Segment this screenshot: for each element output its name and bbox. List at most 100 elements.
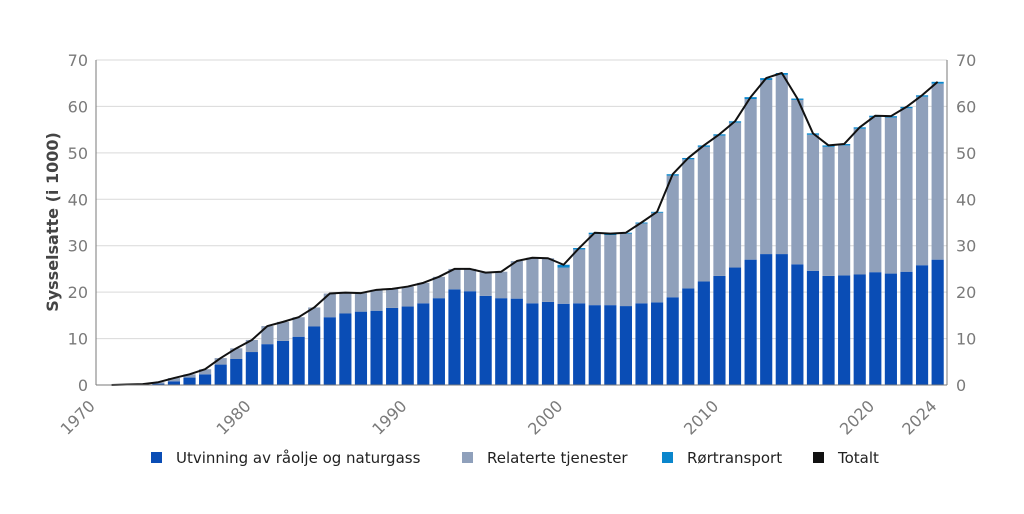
bar-relaterte-tjenester bbox=[511, 261, 523, 299]
legend-swatch bbox=[151, 452, 162, 463]
bar-relaterte-tjenester bbox=[698, 147, 710, 282]
bar-utvinning bbox=[635, 303, 647, 385]
bar-relaterte-tjenester bbox=[791, 100, 803, 264]
bar-relaterte-tjenester bbox=[495, 272, 507, 298]
bar-utvinning bbox=[651, 302, 663, 385]
bar-utvinning bbox=[308, 327, 320, 386]
bar-utvinning bbox=[573, 303, 585, 385]
bar-utvinning bbox=[776, 254, 788, 385]
legend-swatch bbox=[462, 452, 473, 463]
y-axis-title: Sysselsatte (i 1000) bbox=[43, 132, 62, 312]
y-tick-label-right: 50 bbox=[956, 144, 976, 163]
bar-utvinning bbox=[168, 381, 180, 385]
bar-utvinning bbox=[838, 275, 850, 385]
bar-relaterte-tjenester bbox=[760, 80, 772, 254]
bar-relaterte-tjenester bbox=[464, 269, 476, 291]
bar-relaterte-tjenester bbox=[667, 176, 679, 298]
bar-relaterte-tjenester bbox=[822, 147, 834, 276]
bar-utvinning bbox=[324, 317, 336, 385]
bar-utvinning bbox=[246, 352, 258, 385]
bar-utvinning bbox=[822, 276, 834, 385]
x-tick-label: 1970 bbox=[57, 396, 99, 438]
legend-label: Utvinning av råolje og naturgass bbox=[176, 449, 421, 467]
bar-relaterte-tjenester bbox=[682, 159, 694, 288]
y-tick-label-right: 10 bbox=[956, 330, 976, 349]
bar-relaterte-tjenester bbox=[293, 317, 305, 337]
bar-utvinning bbox=[885, 274, 897, 385]
y-tick-label-left: 20 bbox=[68, 283, 88, 302]
bar-relaterte-tjenester bbox=[402, 287, 414, 307]
bar-relaterte-tjenester bbox=[386, 289, 398, 308]
y-tick-label-right: 60 bbox=[956, 97, 976, 116]
bar-utvinning bbox=[900, 272, 912, 385]
bar-relaterte-tjenester bbox=[370, 290, 382, 311]
bar-relaterte-tjenester bbox=[776, 75, 788, 254]
bar-utvinning bbox=[698, 281, 710, 385]
bar-utvinning bbox=[869, 272, 881, 385]
legend-swatch bbox=[813, 452, 824, 463]
bar-utvinning bbox=[620, 306, 632, 385]
bar-relaterte-tjenester bbox=[604, 235, 616, 305]
bar-utvinning bbox=[183, 378, 195, 385]
bar-relaterte-tjenester bbox=[635, 223, 647, 303]
x-tick-label: 1990 bbox=[368, 396, 410, 438]
bar-utvinning bbox=[433, 298, 445, 385]
bar-utvinning bbox=[932, 260, 944, 385]
bar-utvinning bbox=[604, 305, 616, 385]
bar-utvinning bbox=[729, 268, 741, 385]
legend-swatch bbox=[662, 452, 673, 463]
y-tick-label-right: 30 bbox=[956, 237, 976, 256]
bar-utvinning bbox=[480, 296, 492, 385]
y-tick-label-left: 40 bbox=[68, 190, 88, 209]
bar-relaterte-tjenester bbox=[854, 129, 866, 275]
bar-utvinning bbox=[448, 289, 460, 385]
x-tick-label: 2010 bbox=[680, 396, 722, 438]
legend-item: Totalt bbox=[813, 449, 879, 467]
bar-relaterte-tjenester bbox=[542, 258, 554, 302]
bar-utvinning bbox=[215, 365, 227, 385]
bar-relaterte-tjenester bbox=[339, 293, 351, 314]
bar-relaterte-tjenester bbox=[589, 234, 601, 305]
bar-relaterte-tjenester bbox=[480, 273, 492, 296]
y-tick-label-left: 50 bbox=[68, 144, 88, 163]
y-tick-label-left: 30 bbox=[68, 237, 88, 256]
bar-utvinning bbox=[386, 308, 398, 385]
bar-utvinning bbox=[916, 265, 928, 385]
bar-relaterte-tjenester bbox=[869, 117, 881, 272]
bar-utvinning bbox=[495, 298, 507, 385]
bar-utvinning bbox=[791, 264, 803, 385]
bar-relaterte-tjenester bbox=[729, 123, 741, 268]
bar-utvinning bbox=[402, 307, 414, 385]
bar-relaterte-tjenester bbox=[807, 135, 819, 271]
bar-utvinning bbox=[199, 374, 211, 385]
bar-relaterte-tjenester bbox=[355, 293, 367, 312]
legend-item: Rørtransport bbox=[662, 449, 782, 467]
bar-utvinning bbox=[526, 303, 538, 385]
bar-relaterte-tjenester bbox=[620, 234, 632, 306]
bar-utvinning bbox=[589, 305, 601, 385]
bar-relaterte-tjenester bbox=[651, 213, 663, 303]
bar-utvinning bbox=[713, 276, 725, 385]
bar-relaterte-tjenester bbox=[713, 136, 725, 276]
bar-relaterte-tjenester bbox=[885, 118, 897, 274]
bar-relaterte-tjenester bbox=[526, 258, 538, 304]
y-tick-label-right: 70 bbox=[956, 51, 976, 70]
legend-item: Relaterte tjenester bbox=[462, 449, 628, 467]
bar-utvinning bbox=[230, 359, 242, 385]
y-tick-label-left: 0 bbox=[78, 376, 88, 395]
y-tick-label-right: 40 bbox=[956, 190, 976, 209]
legend: Utvinning av råolje og naturgass Relatert… bbox=[151, 449, 879, 467]
bar-utvinning bbox=[511, 299, 523, 385]
y-tick-label-right: 20 bbox=[956, 283, 976, 302]
y-tick-label-left: 60 bbox=[68, 97, 88, 116]
bar-relaterte-tjenester bbox=[573, 249, 585, 303]
y-tick-label-right: 0 bbox=[956, 376, 966, 395]
x-tick-label: 2000 bbox=[524, 396, 566, 438]
bar-utvinning bbox=[745, 260, 757, 385]
bar-utvinning bbox=[261, 344, 273, 385]
bar-utvinning bbox=[277, 341, 289, 385]
bar-utvinning bbox=[760, 254, 772, 385]
bar-utvinning bbox=[293, 337, 305, 385]
bar-relaterte-tjenester bbox=[277, 322, 289, 341]
